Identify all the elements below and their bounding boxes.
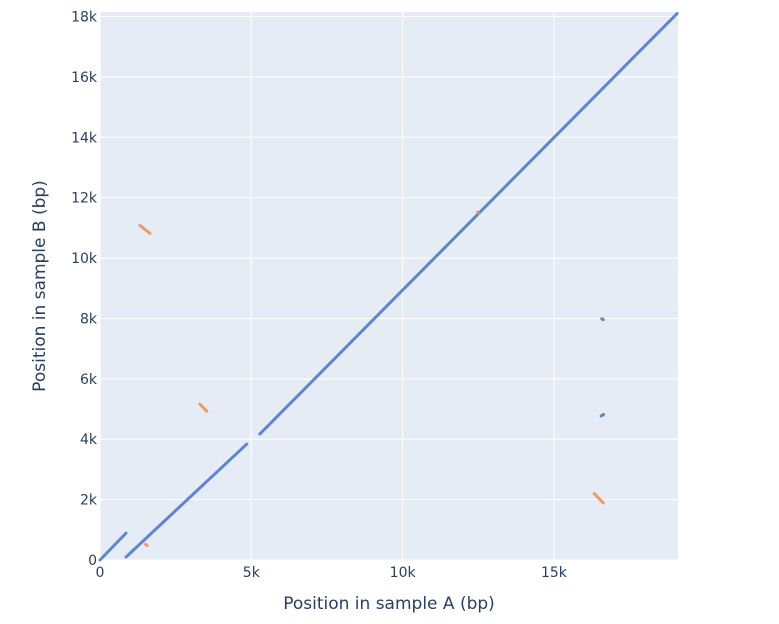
reverse-alignment-segment	[198, 402, 209, 413]
x-tick-label: 10k	[390, 565, 417, 581]
alignment-segments	[98, 12, 679, 562]
forward-alignment-segment	[258, 12, 679, 436]
x-tick-label: 15k	[541, 565, 568, 581]
y-tick-label: 18k	[71, 10, 98, 26]
x-axis-label: Position in sample A (bp)	[283, 594, 495, 614]
reverse-alignment-segment	[592, 492, 605, 505]
y-tick-label: 14k	[71, 130, 98, 146]
forward-alignment-segment	[600, 317, 605, 322]
forward-alignment-segment	[124, 442, 249, 559]
reverse-alignment-segment	[138, 223, 152, 235]
x-tick-labels: 0 5k 10k 15k	[96, 565, 568, 581]
plot-background	[100, 12, 678, 560]
y-axis-label: Position in sample B (bp)	[30, 180, 50, 392]
y-tick-label: 10k	[71, 251, 98, 267]
y-tick-label: 0	[88, 553, 97, 569]
forward-alignment-segment	[599, 412, 606, 418]
x-tick-label: 5k	[243, 565, 261, 581]
y-tick-label: 2k	[80, 493, 98, 509]
y-tick-label: 16k	[71, 70, 98, 86]
y-tick-labels: 0 2k 4k 6k 8k 10k 12k 14k 16k 18k	[71, 10, 98, 569]
reverse-alignment-segment	[143, 542, 149, 548]
y-tick-label: 8k	[80, 311, 98, 327]
y-tick-label: 4k	[80, 432, 98, 448]
gridlines	[99, 12, 678, 561]
x-tick-label: 0	[96, 565, 105, 581]
y-tick-label: 12k	[71, 191, 98, 207]
y-tick-label: 6k	[80, 372, 98, 388]
reverse-alignment-segment	[476, 210, 481, 215]
forward-alignment-segment	[98, 531, 128, 562]
